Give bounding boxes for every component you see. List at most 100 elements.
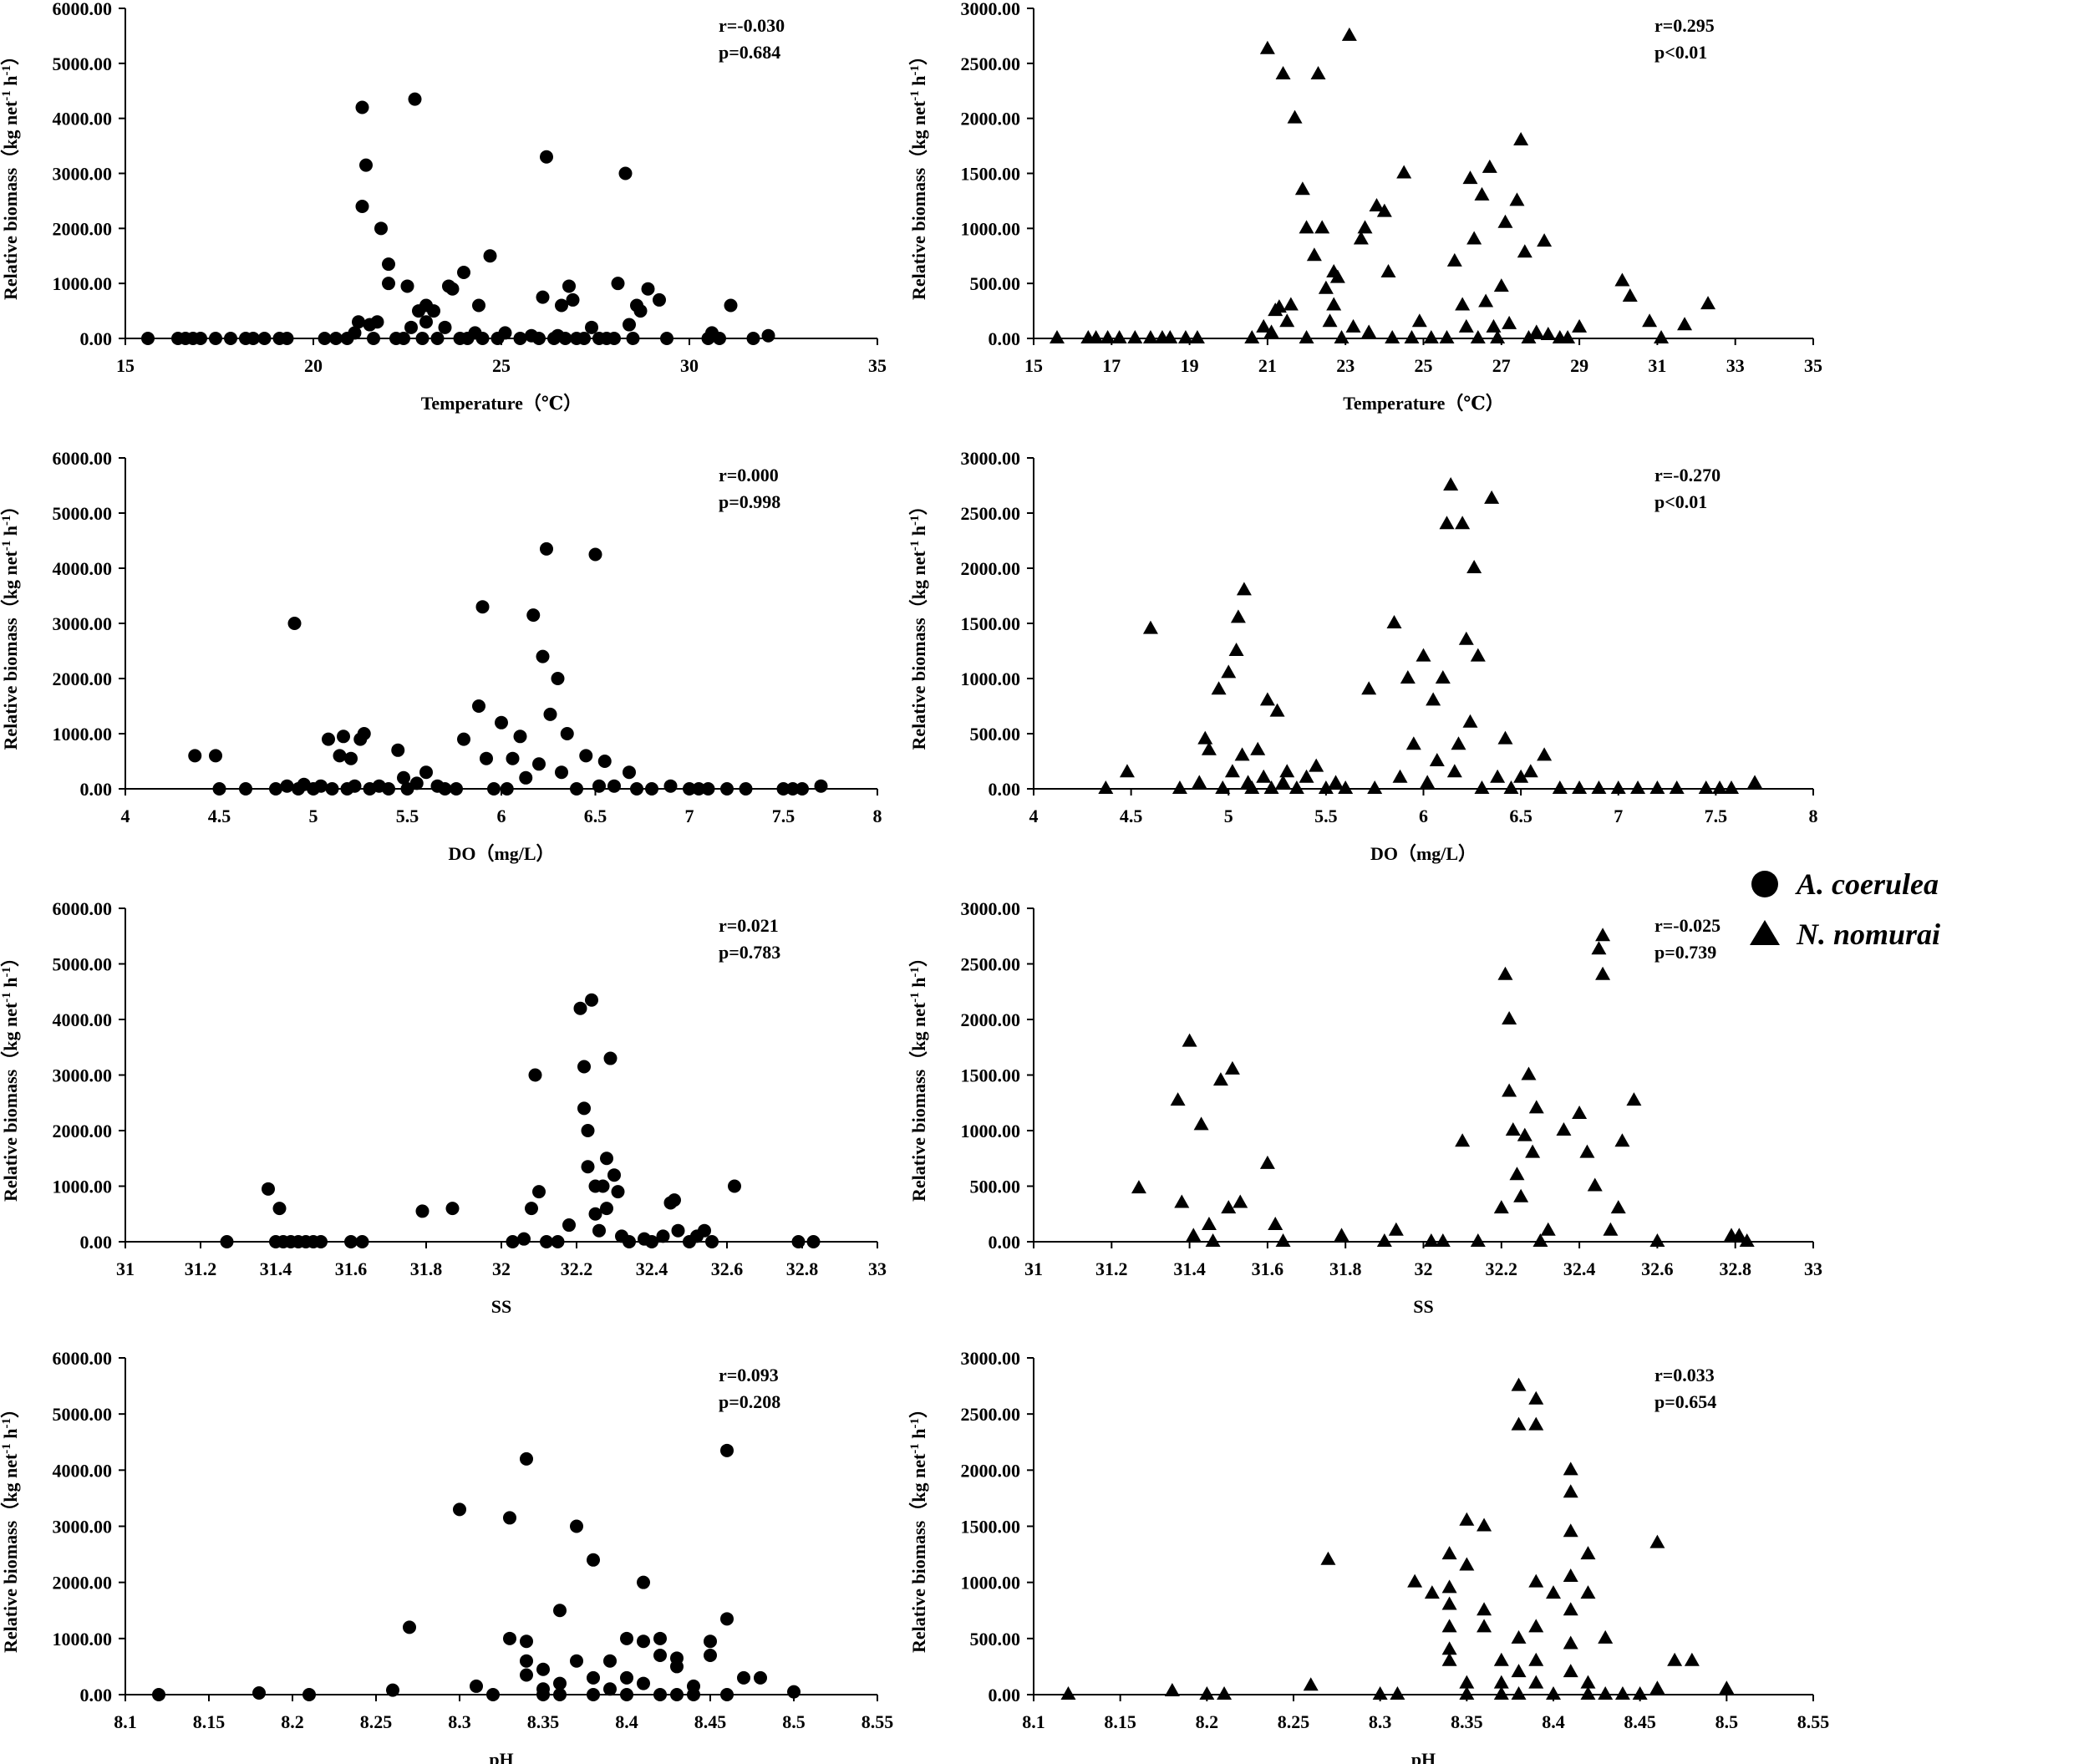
x-tick-label: 15 [116,355,135,376]
data-point-triangle [1162,330,1178,343]
data-point-circle [141,332,155,345]
y-axis-title: Relative biomass（kg net-1 h-1） [0,47,21,300]
data-point-circle [592,779,606,793]
x-tick-label: 8.3 [1369,1711,1392,1732]
data-point-triangle [1451,736,1466,750]
x-tick-label: 5 [1224,806,1233,826]
data-point-triangle [1385,330,1400,343]
x-tick-label: 31.4 [260,1258,292,1279]
data-point-triangle [1490,769,1506,783]
x-tick-label: 7 [685,806,694,826]
data-point-triangle [1525,1144,1541,1158]
data-point-triangle [1189,330,1205,343]
data-point-triangle [1386,615,1402,628]
data-point-triangle [1712,780,1728,794]
y-tick-label: 2000.00 [961,1009,1021,1030]
data-point-triangle [1458,631,1474,645]
correlation-r: r=0.000 [719,465,779,485]
x-tick-label: 25 [1415,355,1433,376]
x-tick-label: 35 [868,355,887,376]
data-point-triangle [1537,233,1553,247]
data-point-circle [329,332,343,345]
data-point-circle [588,1207,602,1221]
y-tick-label: 2000.00 [53,1573,113,1594]
data-point-triangle [1546,1686,1561,1700]
y-axis-title-part: ） [908,47,929,65]
data-point-triangle [1502,1011,1517,1024]
x-tick-label: 8.45 [694,1711,727,1732]
data-point-circle [543,707,557,721]
data-point-circle [630,782,643,796]
data-point-triangle [1250,741,1266,755]
data-point-triangle [1513,132,1529,145]
data-point-triangle [1357,220,1373,234]
data-point-circle [806,1235,821,1248]
y-tick-label: 3000.00 [53,1517,113,1538]
data-point-circle [713,332,726,345]
data-point-triangle [1303,1677,1319,1691]
data-point-circle [653,1648,667,1662]
data-point-triangle [1439,516,1455,530]
data-point-triangle [1215,780,1231,794]
data-point-triangle [1556,1122,1572,1136]
y-tick-label: 0.00 [989,779,1021,800]
data-point-triangle [1318,280,1334,294]
x-tick-label: 8.5 [782,1711,806,1732]
data-point-circle [348,779,362,793]
data-point-triangle [1563,1602,1578,1616]
correlation-r: r=0.093 [719,1365,779,1385]
data-point-triangle [1517,244,1532,258]
data-point-circle [581,1124,595,1137]
data-point-triangle [1667,1652,1683,1666]
x-tick-label: 8.55 [862,1711,894,1732]
data-point-triangle [1528,1652,1544,1666]
data-point-triangle [1511,1686,1527,1700]
x-tick-label: 8.45 [1624,1711,1656,1732]
data-point-circle [480,751,493,765]
data-point-triangle [1630,780,1646,794]
data-point-circle [670,1651,684,1665]
p-value: p<0.01 [1654,42,1707,63]
data-point-triangle [1459,1686,1475,1700]
x-tick-label: 32.8 [786,1258,819,1279]
x-tick-label: 7.5 [772,806,795,826]
x-tick-label: 32.2 [1486,1258,1518,1279]
data-point-triangle [1595,928,1611,942]
data-point-triangle [1441,1641,1457,1655]
x-tick-label: 33 [868,1258,887,1279]
data-point-triangle [1466,231,1482,245]
p-value: p<0.01 [1654,491,1707,512]
data-point-triangle [1275,775,1291,789]
data-point-circle [611,1185,625,1199]
y-tick-label: 0.00 [80,779,113,800]
data-point-circle [252,1685,266,1700]
y-tick-label: 6000.00 [53,898,113,919]
data-point-circle [430,332,445,345]
x-tick-label: 27 [1492,355,1511,376]
y-tick-label: 6000.00 [53,448,113,469]
data-point-triangle [1455,1133,1471,1147]
data-point-triangle [1459,1557,1475,1571]
data-point-circle [415,1204,429,1218]
data-point-circle [528,1068,542,1082]
data-point-triangle [1459,1675,1475,1689]
data-point-circle [322,732,335,746]
data-point-triangle [1049,330,1065,343]
data-point-circle [536,1682,550,1696]
y-tick-label: 1500.00 [961,613,1021,634]
y-axis-title-part: -1 [0,515,13,526]
y-axis-title-part: -1 [908,967,922,978]
data-point-triangle [1275,66,1291,79]
data-point-triangle [1493,278,1509,292]
x-tick-label: 33 [1804,1258,1822,1279]
data-point-triangle [1455,516,1471,530]
data-point-circle [498,326,512,340]
data-point-circle [382,257,395,272]
x-tick-label: 6 [1419,806,1428,826]
data-point-triangle [1610,1200,1626,1214]
x-tick-label: 31 [1024,1258,1043,1279]
data-point-circle [404,320,418,334]
y-axis-title-part: -1 [0,541,13,552]
y-axis-title-part: h [908,1428,929,1443]
